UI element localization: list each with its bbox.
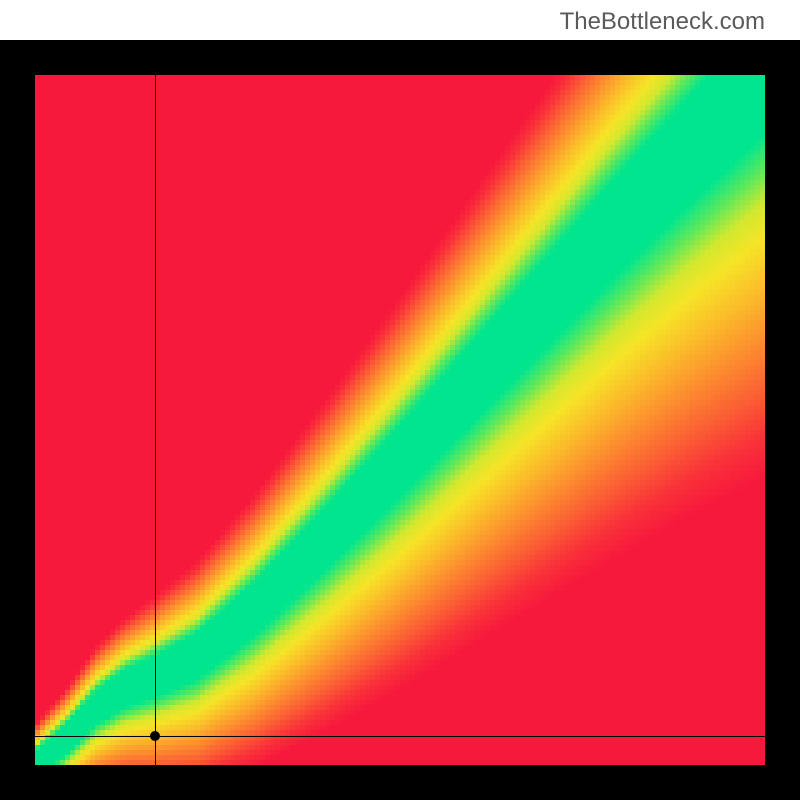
chart-frame: [0, 40, 800, 800]
watermark-text: TheBottleneck.com: [560, 8, 765, 36]
crosshair-vertical-line: [155, 75, 156, 765]
heatmap-canvas: [35, 75, 765, 765]
crosshair-horizontal-line: [35, 736, 765, 737]
crosshair-marker-dot: [150, 731, 160, 741]
chart-container: TheBottleneck.com: [0, 0, 800, 800]
